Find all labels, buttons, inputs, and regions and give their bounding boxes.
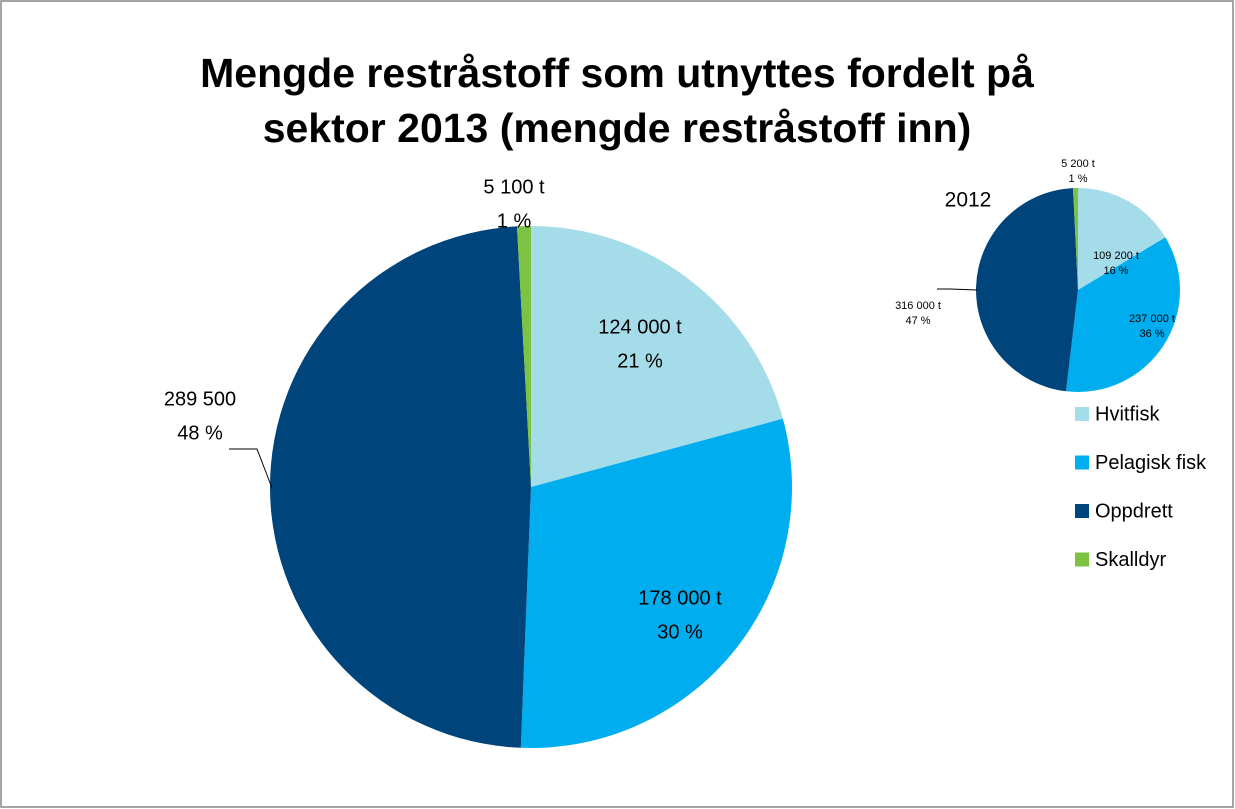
pie-slice [270,226,531,748]
legend-label: Hvitfisk [1095,403,1160,425]
legend-swatch [1075,407,1089,421]
pie-slice [1078,188,1166,290]
percent-label: 30 % [657,621,703,643]
percent-label: 47 % [905,315,930,327]
data-label: 5 100 t [483,176,545,198]
data-label: 289 500 [164,388,236,410]
percent-label: 16 % [1103,265,1128,277]
legend-label: Pelagisk fisk [1095,452,1207,474]
pie-slice [516,226,531,487]
legend-swatch [1075,552,1089,567]
percent-label: 1 % [1069,173,1088,185]
legend-swatch [1075,504,1089,518]
percent-label: 48 % [177,422,223,444]
percent-label: 1 % [497,210,532,232]
data-label: 109 200 t [1093,250,1139,262]
chart-title: sektor 2013 (mengde restråstoff inn) [263,105,972,151]
pie-slice [976,188,1078,392]
pie-slice [1066,237,1180,392]
pie-slice [520,418,792,748]
leader-line [937,288,978,291]
data-label: 316 000 t [895,300,941,312]
pie-slice [531,226,783,487]
chart-title: Mengde restråstoff som utnyttes fordelt … [200,50,1034,96]
data-label: 5 200 t [1061,158,1095,170]
pie-slice [1073,188,1078,290]
legend-label: Skalldyr [1095,549,1166,571]
leader-line [229,448,273,489]
data-label: 178 000 t [638,587,722,609]
subchart-title: 2012 [945,189,992,212]
data-label: 237 000 t [1129,313,1175,325]
percent-label: 36 % [1139,328,1164,340]
data-label: 124 000 t [598,316,682,338]
legend-label: Oppdrett [1095,500,1173,522]
legend-swatch [1075,455,1089,470]
percent-label: 21 % [617,350,663,372]
